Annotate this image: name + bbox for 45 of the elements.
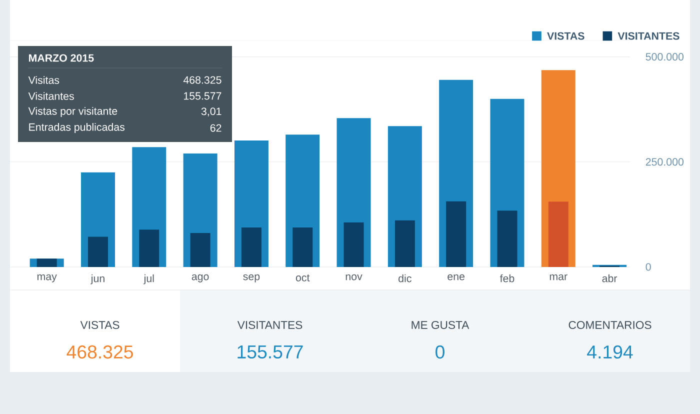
text: 0 [436, 345, 444, 359]
annotation: Visitantes [28, 92, 74, 100]
x-tick-label: sep [243, 274, 260, 282]
x-tick-label: jun [90, 274, 104, 284]
bar [88, 236, 108, 267]
x-tick-label: ago [192, 274, 209, 282]
bar [394, 220, 415, 267]
bar [446, 201, 466, 267]
x-tick-label: nov [346, 274, 362, 280]
bar [344, 222, 364, 267]
bar [241, 227, 262, 267]
bar [548, 202, 568, 267]
x-tick-label: oct [296, 274, 310, 282]
text: ME GUSTA [412, 320, 470, 329]
y-tick-label: 500.000 [646, 53, 684, 61]
legend-label: VISTAS [547, 32, 584, 40]
y-tick-label: 0 [646, 263, 651, 271]
x-tick-label: jul [144, 274, 154, 284]
legend-label: VISITANTES [618, 32, 680, 40]
text: 468.325 [66, 345, 133, 359]
bar [36, 258, 57, 267]
annotation: Visitas [28, 76, 60, 84]
x-tick-label: abr [602, 274, 618, 282]
annotation: 3,01 [201, 108, 222, 116]
text: COMENTARIOS [568, 320, 652, 329]
x-tick-label: dic [398, 274, 412, 282]
x-tick-label: mar [550, 274, 568, 280]
annotation: MARZO 2015 [28, 54, 94, 62]
text: VISTAS [80, 320, 120, 329]
annotation: 468.325 [183, 76, 222, 84]
bar [190, 232, 210, 267]
x-tick-label: ene [448, 274, 464, 280]
annotation: Entradas publicadas [29, 123, 125, 133]
text: 4.194 [587, 345, 633, 359]
text: 155.577 [238, 345, 303, 359]
annotation: Vistas por visitante [28, 107, 118, 117]
bar [497, 210, 518, 267]
bar [292, 227, 313, 267]
x-tick-label: may [37, 274, 57, 282]
text: VISITANTES [237, 320, 302, 329]
annotation: 155.577 [184, 92, 222, 100]
bar [139, 230, 160, 267]
y-tick-label: 250.000 [646, 158, 684, 166]
annotation: 62 [210, 124, 222, 132]
x-tick-label: feb [500, 274, 514, 282]
